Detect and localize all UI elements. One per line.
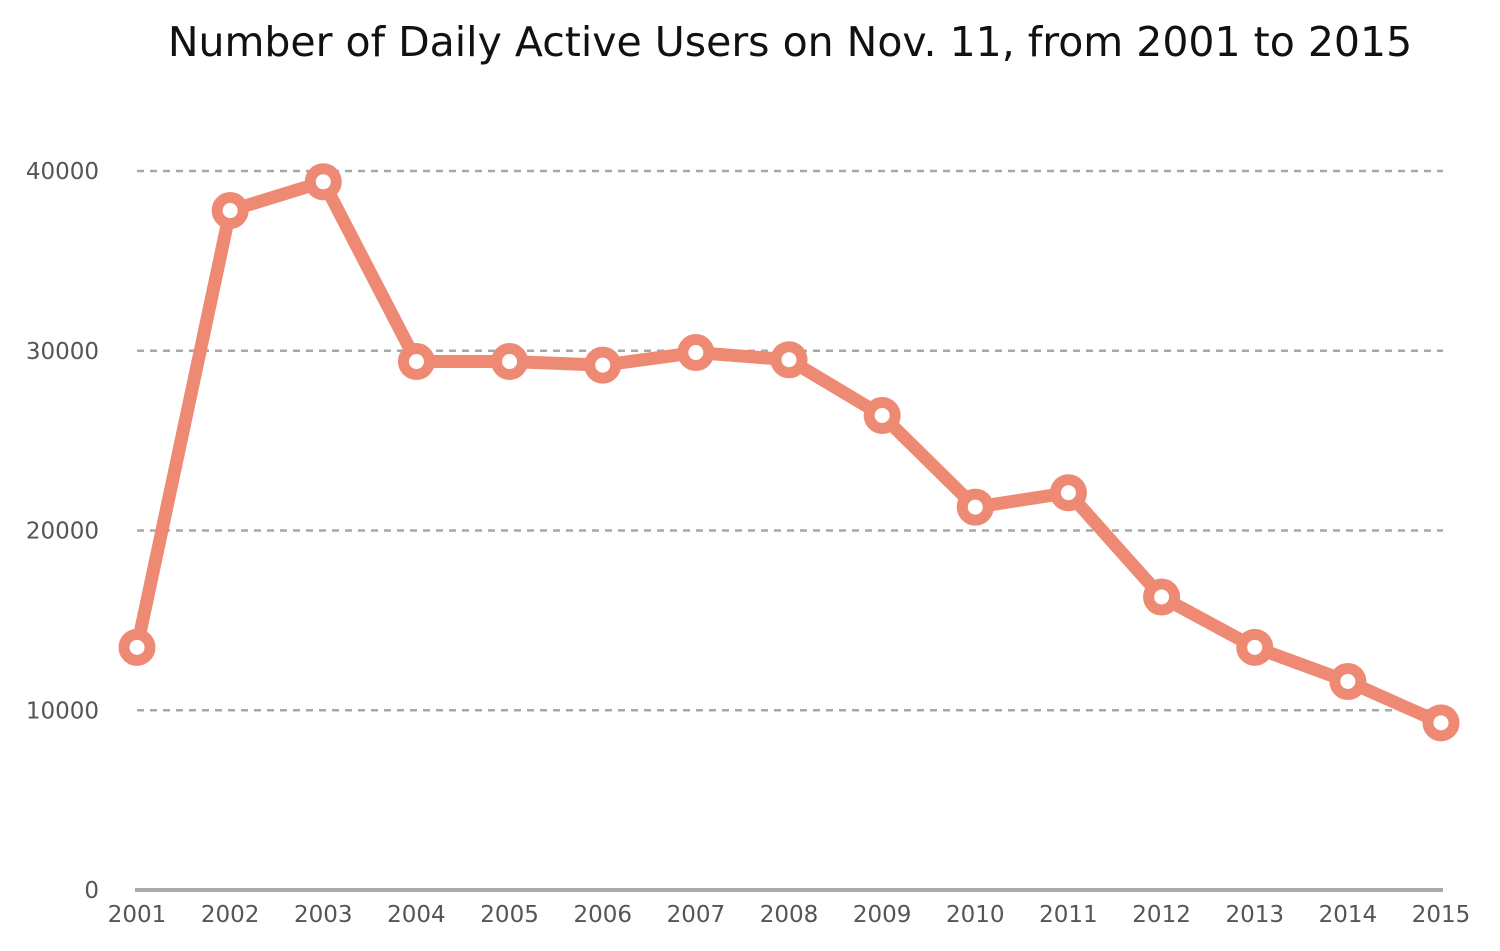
data-point-2011 bbox=[1049, 474, 1087, 512]
y-tick-label: 30000 bbox=[26, 339, 99, 365]
x-tick-labels: 2001 2002 2003 2004 2005 2006 2007 2008 2009 2010… bbox=[108, 902, 1471, 928]
data-point-2009 bbox=[863, 396, 901, 434]
data-point-2015 bbox=[1422, 704, 1460, 742]
data-point-2004 bbox=[397, 343, 435, 381]
y-tick-labels: 0 10000 20000 30000 40000 bbox=[26, 159, 99, 904]
data-point-2010 bbox=[956, 488, 994, 526]
x-tick-label: 2003 bbox=[294, 902, 353, 928]
x-tick-label: 2009 bbox=[853, 902, 912, 928]
data-point-2002 bbox=[211, 192, 249, 230]
data-point-2013 bbox=[1236, 628, 1274, 666]
data-point-2005 bbox=[491, 343, 529, 381]
data-point-2012 bbox=[1143, 578, 1181, 616]
x-tick-label: 2014 bbox=[1319, 902, 1378, 928]
data-point-2001 bbox=[118, 628, 156, 666]
x-tick-label: 2010 bbox=[946, 902, 1005, 928]
x-tick-label: 2005 bbox=[480, 902, 539, 928]
data-point-2014 bbox=[1329, 662, 1367, 700]
data-points bbox=[118, 163, 1460, 742]
data-point-2008 bbox=[770, 341, 808, 379]
grid-lines bbox=[137, 169, 1443, 712]
x-tick-label: 2015 bbox=[1412, 902, 1471, 928]
y-tick-label: 0 bbox=[84, 878, 99, 904]
x-tick-label: 2008 bbox=[760, 902, 819, 928]
x-tick-label: 2007 bbox=[667, 902, 726, 928]
x-tick-label: 2012 bbox=[1132, 902, 1191, 928]
y-tick-label: 10000 bbox=[26, 698, 99, 724]
y-tick-label: 20000 bbox=[26, 519, 99, 545]
data-point-2007 bbox=[677, 334, 715, 372]
data-point-2006 bbox=[584, 346, 622, 384]
x-tick-label: 2004 bbox=[387, 902, 446, 928]
x-tick-label: 2011 bbox=[1039, 902, 1098, 928]
data-point-2003 bbox=[304, 163, 342, 201]
x-tick-label: 2006 bbox=[573, 902, 632, 928]
y-tick-label: 40000 bbox=[26, 159, 99, 185]
chart-title: Number of Daily Active Users on Nov. 11,… bbox=[167, 18, 1413, 66]
x-tick-label: 2002 bbox=[201, 902, 260, 928]
x-tick-label: 2001 bbox=[108, 902, 167, 928]
x-tick-label: 2013 bbox=[1225, 902, 1284, 928]
